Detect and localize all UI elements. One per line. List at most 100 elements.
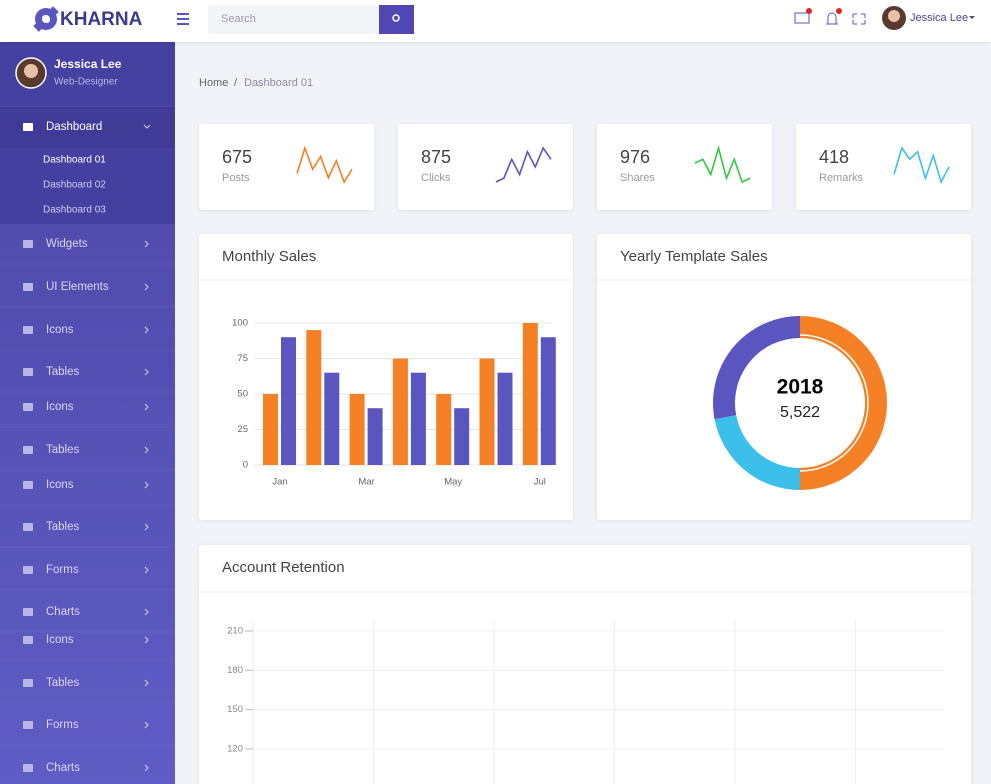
card-title: Yearly Template Sales bbox=[620, 248, 768, 265]
menu-chevron bbox=[144, 721, 149, 729]
menu-item[interactable]: Forms bbox=[46, 719, 79, 731]
donut-segment bbox=[713, 316, 800, 420]
menu-item[interactable]: Icons bbox=[46, 479, 74, 491]
menu-item[interactable]: Dashboard bbox=[46, 121, 102, 133]
menu-icon bbox=[23, 608, 33, 616]
stat-value: 976 bbox=[620, 147, 650, 167]
y-tick-label: 210 bbox=[227, 626, 243, 637]
fullscreen-icon[interactable] bbox=[852, 13, 866, 25]
menu-icon bbox=[23, 481, 33, 489]
stat-value: 418 bbox=[819, 147, 849, 167]
stat-card bbox=[597, 124, 772, 210]
menu-icon bbox=[23, 403, 33, 411]
bar bbox=[324, 372, 340, 465]
menu-item[interactable]: Widgets bbox=[46, 238, 88, 250]
bell-icon[interactable] bbox=[826, 12, 838, 25]
donut-center-title: 2018 bbox=[777, 376, 824, 399]
bar bbox=[392, 358, 408, 465]
stat-card bbox=[199, 124, 374, 210]
menu-icon bbox=[23, 636, 33, 644]
mail-icon[interactable] bbox=[794, 12, 810, 24]
menu-chevron bbox=[144, 636, 149, 644]
stat-card bbox=[796, 124, 971, 210]
menu-chevron bbox=[144, 283, 149, 291]
logo-icon bbox=[33, 6, 59, 32]
menu-chevron bbox=[144, 446, 149, 454]
topbar bbox=[0, 0, 991, 42]
y-tick-label: 100 bbox=[232, 318, 248, 329]
sparkline bbox=[296, 145, 353, 184]
menu-icon bbox=[23, 446, 33, 454]
user-name[interactable]: Jessica Lee bbox=[910, 12, 968, 24]
submenu-item[interactable]: Dashboard 02 bbox=[43, 180, 106, 191]
y-tick-label: 75 bbox=[237, 353, 248, 364]
menu-chevron bbox=[144, 679, 149, 687]
menu-icon bbox=[23, 326, 33, 334]
x-tick-label: Jan bbox=[272, 477, 287, 488]
stat-label: Posts bbox=[222, 172, 250, 184]
menu-chevron bbox=[144, 764, 149, 772]
donut-segment bbox=[714, 415, 800, 491]
menu-item[interactable]: UI Elements bbox=[46, 281, 109, 293]
bar bbox=[349, 394, 365, 465]
segment-highlight bbox=[799, 334, 869, 472]
menu-item[interactable]: Charts bbox=[46, 762, 80, 774]
search-icon bbox=[392, 14, 400, 22]
menu-icon bbox=[23, 368, 33, 376]
donut-segment bbox=[800, 316, 887, 490]
menu-item[interactable]: Tables bbox=[46, 677, 79, 689]
card bbox=[597, 234, 971, 520]
breadcrumb-home[interactable]: Home bbox=[199, 77, 228, 89]
bar bbox=[479, 358, 495, 465]
menu-chevron bbox=[144, 608, 149, 616]
submenu-bg bbox=[0, 148, 175, 224]
menu-icon bbox=[23, 240, 33, 248]
bar bbox=[367, 408, 383, 465]
submenu-item[interactable]: Dashboard 03 bbox=[43, 205, 106, 216]
menu-item[interactable]: Charts bbox=[46, 606, 80, 618]
search-button[interactable] bbox=[379, 5, 414, 34]
menu-chevron bbox=[144, 240, 149, 248]
card bbox=[199, 545, 971, 784]
menu-item[interactable]: Icons bbox=[46, 401, 74, 413]
y-tick-label: 180 bbox=[227, 665, 243, 676]
y-tick-label: 25 bbox=[237, 424, 248, 435]
card-title: Account Retention bbox=[222, 559, 345, 576]
menu-chevron bbox=[144, 523, 149, 531]
menu-chevron bbox=[144, 368, 149, 376]
menu: Dashboard Dashboard 01 Dashboard 02 Dashboa… bbox=[0, 121, 175, 774]
card-title: Monthly Sales bbox=[222, 248, 316, 265]
menu-item[interactable]: Icons bbox=[46, 634, 74, 646]
menu-item[interactable]: Tables bbox=[46, 366, 79, 378]
bar bbox=[306, 330, 322, 465]
x-tick-label: Mar bbox=[358, 477, 374, 488]
logo-text: KHARNA bbox=[60, 9, 143, 30]
bar bbox=[436, 394, 452, 465]
sparkline bbox=[694, 145, 751, 184]
y-tick-label: 0 bbox=[243, 460, 248, 471]
menu-icon bbox=[23, 283, 33, 291]
y-tick-label: 50 bbox=[237, 389, 248, 400]
bar bbox=[454, 408, 470, 465]
donut-center-value: 5,522 bbox=[780, 404, 820, 421]
bar bbox=[497, 372, 513, 465]
submenu-item[interactable]: Dashboard 01 bbox=[43, 155, 106, 166]
stat-card bbox=[398, 124, 573, 210]
menu-item[interactable]: Tables bbox=[46, 444, 79, 456]
menu-item[interactable]: Forms bbox=[46, 564, 79, 576]
menu-chevron bbox=[143, 124, 151, 129]
charts: 675 Posts 875 Clicks 976 Shares 418 Remarks 0 25 5… bbox=[199, 124, 971, 784]
menu-chevron bbox=[144, 566, 149, 574]
profile-name: Jessica Lee bbox=[54, 57, 122, 71]
menu-item[interactable]: Icons bbox=[46, 324, 74, 336]
menu-toggle[interactable] bbox=[177, 13, 189, 25]
menu-item[interactable]: Tables bbox=[46, 521, 79, 533]
stat-value: 675 bbox=[222, 147, 252, 167]
stat-value: 875 bbox=[421, 147, 451, 167]
search-input[interactable] bbox=[208, 5, 380, 34]
y-tick-label: 150 bbox=[227, 704, 243, 715]
profile-role: Web-Designer bbox=[54, 77, 118, 88]
card bbox=[199, 234, 573, 520]
